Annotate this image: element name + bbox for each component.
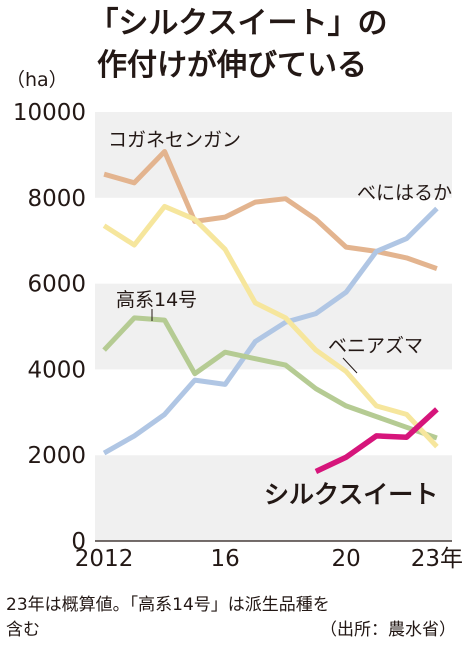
x-tick-label: 23年 [411,546,463,572]
series-lines [102,149,439,474]
series-line-3 [102,203,439,449]
x-tick-label: 2012 [75,546,134,572]
series-line-0 [103,149,438,271]
series-line-2 [102,315,438,441]
footnote-line-1: 23年は概算値。「高系14号」は派生品種を [6,595,330,615]
series-label-beniharuka: べにはるか [357,182,452,204]
y-tick-label: 10000 [13,100,86,126]
x-tick-label: 20 [331,546,360,572]
y-tick-label: 0 [71,529,86,555]
series-label-beniazuma: ベニアズマ [328,335,423,357]
chart-title-line-1: 「シルクスイート」の [88,6,387,41]
y-axis-tick-labels: 0 2000 4000 6000 8000 10000 [13,100,86,555]
y-tick-label: 8000 [27,186,86,212]
source-note: （出所：農水省） [320,620,456,640]
series-line-1 [102,206,439,456]
grid-bands [95,112,452,541]
y-tick-label: 2000 [27,443,86,469]
y-tick-label: 6000 [27,272,86,298]
series-label-silksweet: シルクスイート [264,480,438,509]
series-line-4 [314,407,439,474]
x-tick-label: 16 [210,546,239,572]
y-axis-unit-label: （ha） [6,69,68,91]
grid-band [95,112,452,198]
x-axis-tick-labels: 2012 16 20 23年 [75,546,463,572]
grid-band [95,197,452,284]
series-label-beniazuma-leader [342,357,358,374]
series-label-kokei14: 高系14号 [116,289,197,311]
grid-band [95,455,452,541]
footnote-line-2: 含む [6,620,40,640]
grid-band [95,283,452,370]
y-tick-label: 4000 [27,357,86,383]
chart-title-line-2: 作付けが伸びている [97,48,367,83]
series-label-koganesengan: コガネセンガン [108,129,241,151]
